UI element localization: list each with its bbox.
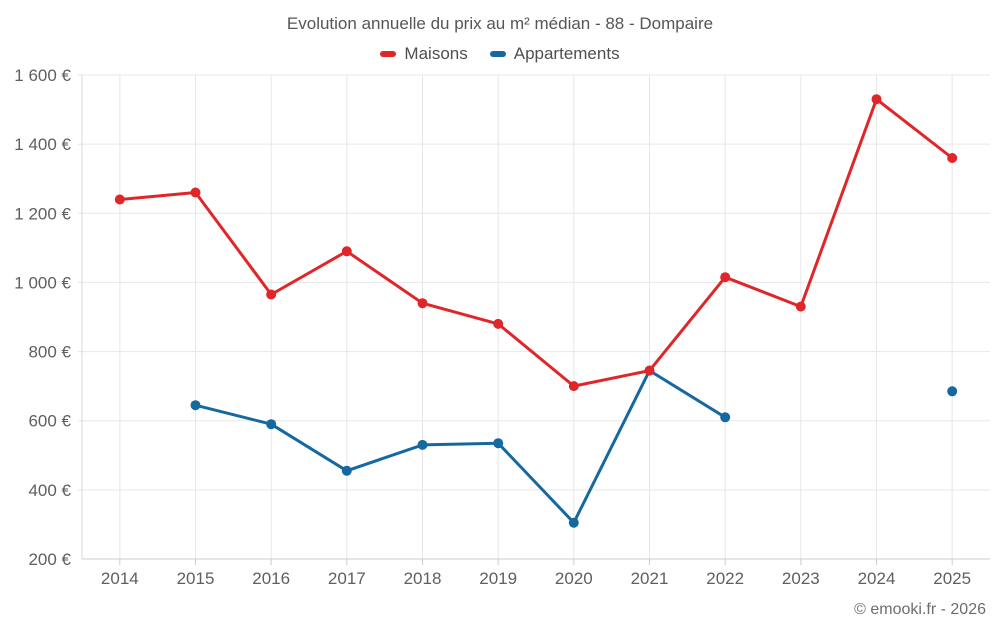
data-point-maisons-2023[interactable] [795,301,806,312]
legend-label-maisons: Maisons [404,44,468,63]
y-axis-label: 1 600 € [14,66,71,85]
y-axis-label: 200 € [28,550,71,569]
x-axis-label: 2018 [404,569,442,588]
y-axis-label: 1 400 € [14,135,71,154]
data-point-maisons-2024[interactable] [871,94,882,105]
data-point-appartements-2016[interactable] [266,419,277,430]
y-axis-label: 1 200 € [14,204,71,223]
chart-title: Evolution annuelle du prix au m² médian … [286,14,714,33]
data-point-maisons-2015[interactable] [190,187,201,198]
data-point-appartements-2018[interactable] [417,439,428,450]
data-point-maisons-2019[interactable] [493,318,504,329]
data-point-maisons-2021[interactable] [644,365,655,376]
x-axis-label: 2025 [933,569,971,588]
data-point-maisons-2022[interactable] [720,272,731,283]
y-axis-label: 800 € [28,343,71,362]
legend-label-appartements: Appartements [513,44,620,63]
x-axis-label: 2017 [328,569,366,588]
x-axis-label: 2021 [631,569,669,588]
data-point-maisons-2018[interactable] [417,298,428,309]
series-line-maisons [118,97,954,388]
x-axis-label: 2014 [101,569,139,588]
x-axis-label: 2022 [706,569,744,588]
maisons-swatch [380,51,397,57]
x-axis-label: 2015 [177,569,215,588]
data-point-appartements-2020[interactable] [568,517,579,528]
data-point-maisons-2017[interactable] [341,246,352,257]
data-point-appartements-2022[interactable] [720,412,731,423]
x-axis-label: 2016 [252,569,290,588]
data-point-maisons-2014[interactable] [114,194,125,205]
data-point-maisons-2016[interactable] [266,289,277,300]
legend: Maisons Appartements [0,44,1000,64]
x-axis-label: 2020 [555,569,593,588]
y-axis-label: 1 000 € [14,273,71,292]
copyright: © emooki.fr - 2026 [854,601,986,618]
data-point-appartements-2015[interactable] [190,400,201,411]
data-point-maisons-2020[interactable] [568,381,579,392]
x-axis-label: 2024 [858,569,896,588]
legend-item-appartements[interactable]: Appartements [489,44,620,64]
legend-item-maisons[interactable]: Maisons [380,44,468,64]
data-point-maisons-2025[interactable] [947,153,958,163]
appartements-swatch [489,51,506,57]
x-axis-label: 2019 [479,569,517,588]
x-axis-label: 2023 [782,569,820,588]
y-axis-label: 600 € [28,412,71,431]
y-axis-label: 400 € [28,481,71,500]
data-point-appartements-2019[interactable] [493,438,504,449]
data-point-appartements-2025[interactable] [947,386,958,397]
data-point-appartements-2017[interactable] [341,465,352,476]
